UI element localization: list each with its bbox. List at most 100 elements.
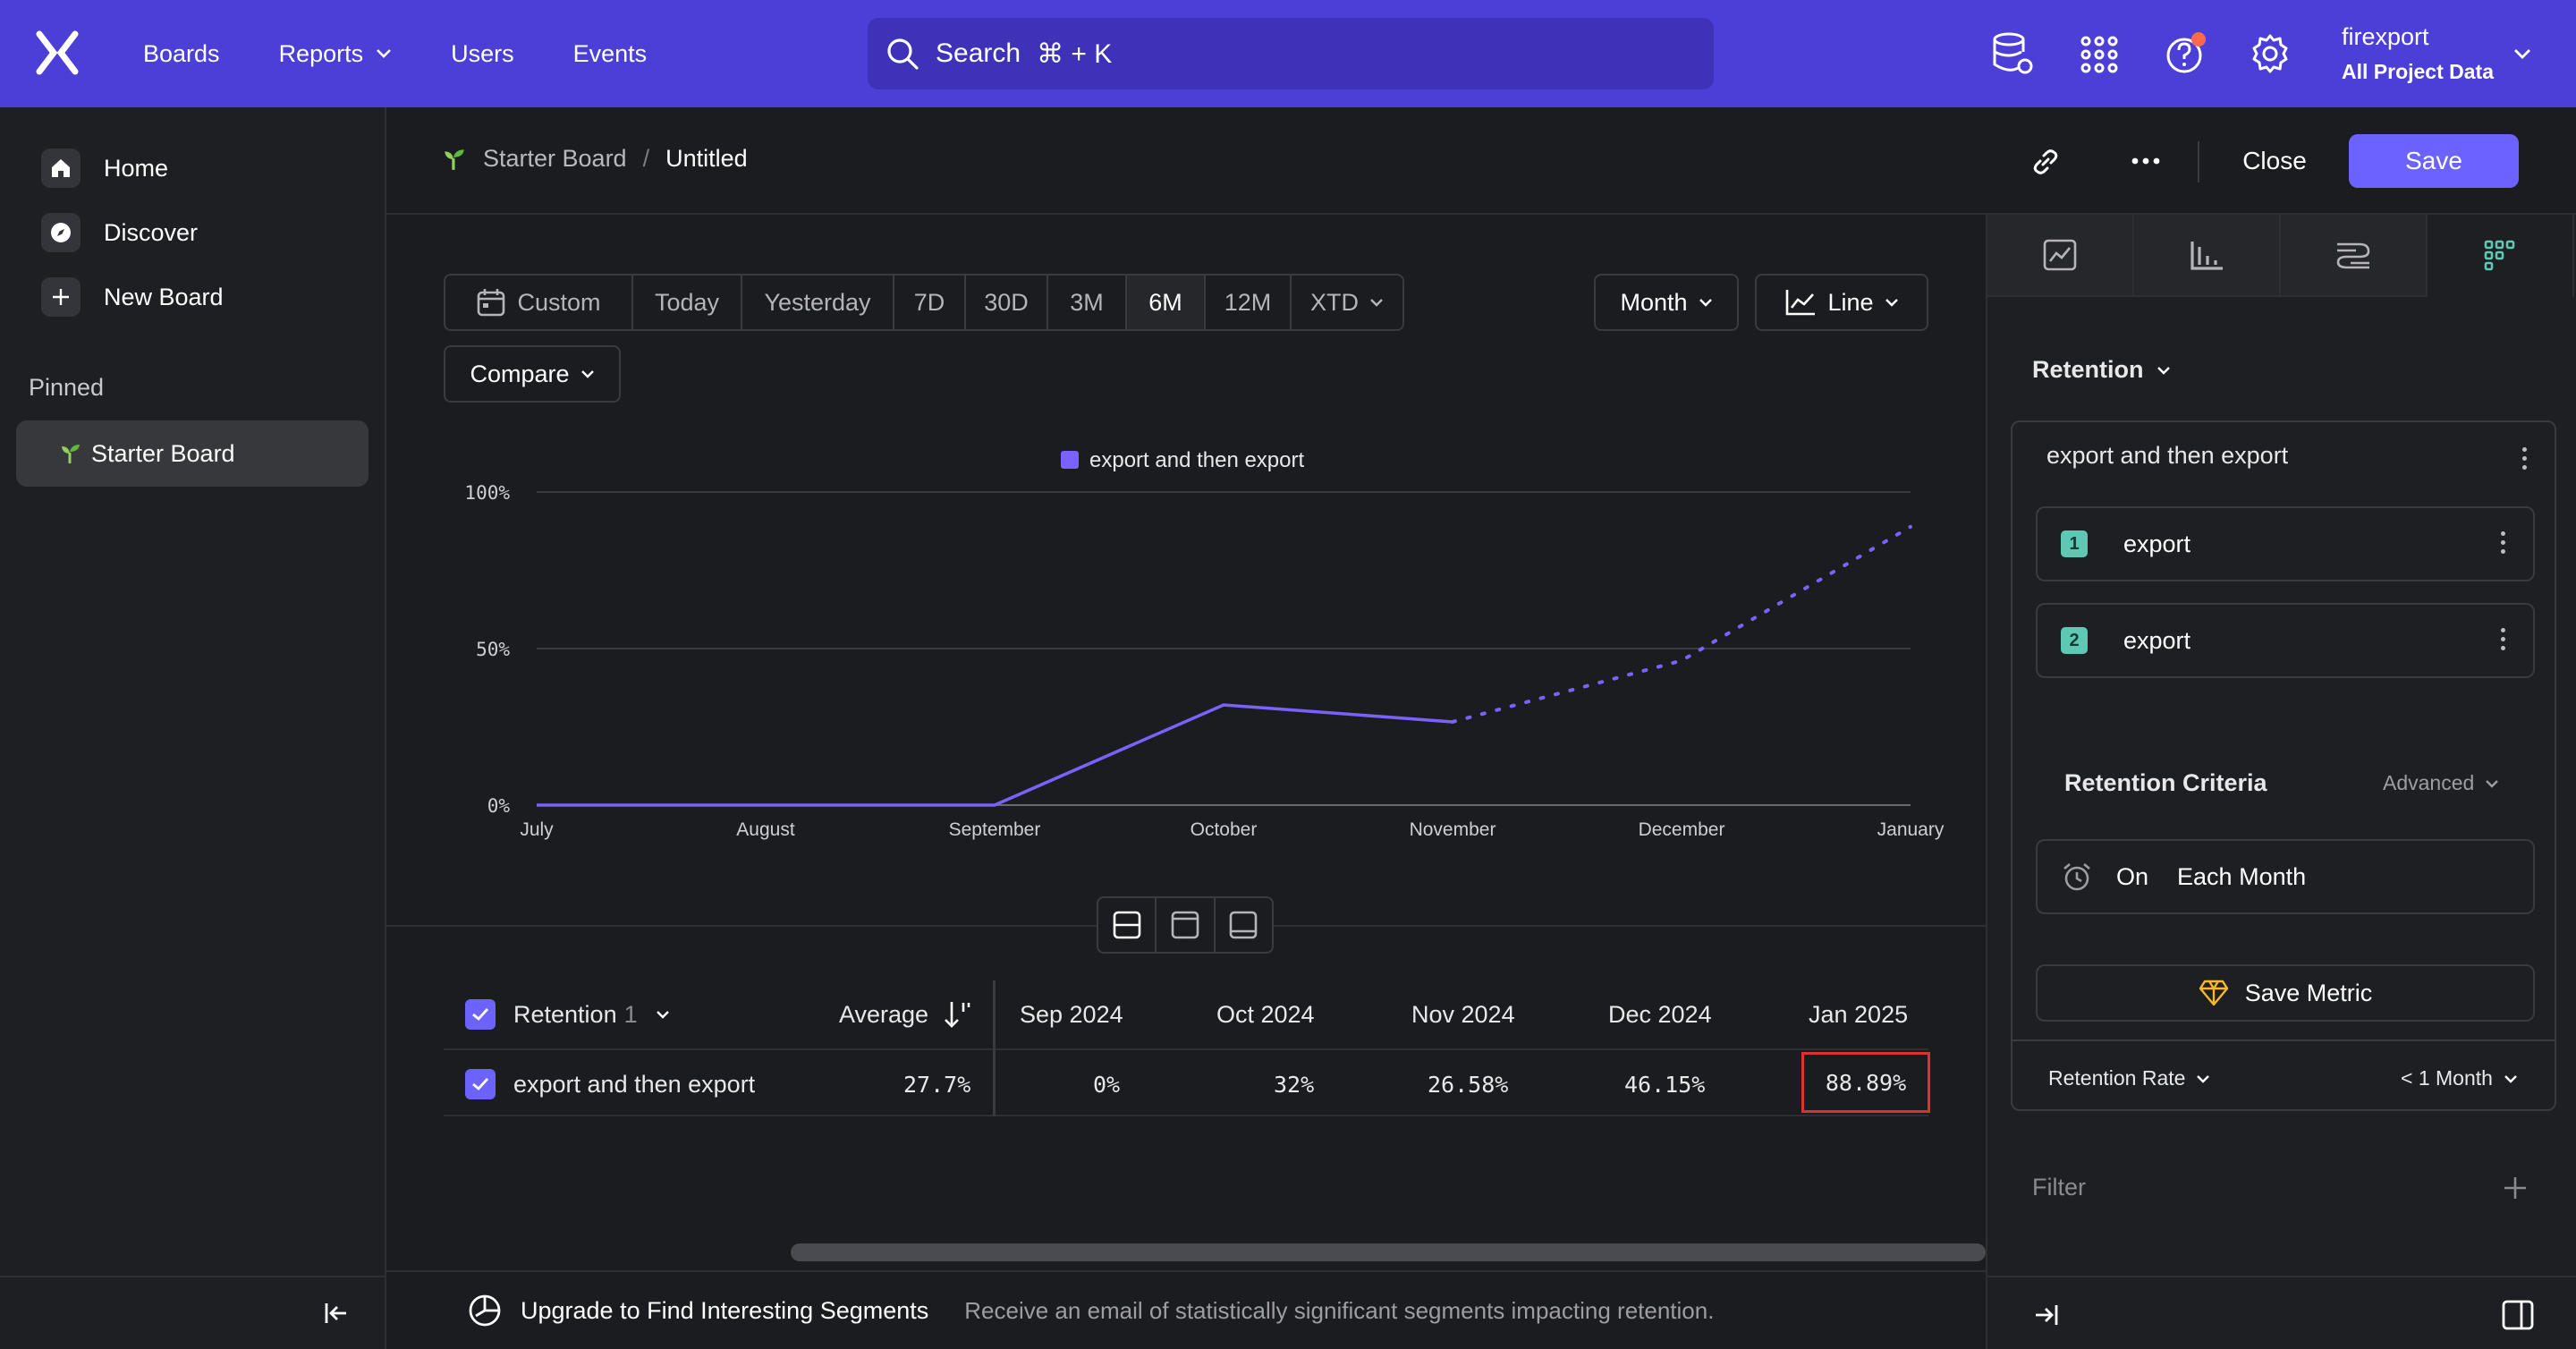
chevron-down-icon[interactable]: [2513, 48, 2531, 61]
app-logo-icon[interactable]: [36, 30, 79, 75]
sidebar-item-new-board[interactable]: New Board: [41, 277, 224, 317]
settings-gear-icon[interactable]: [2249, 30, 2292, 77]
toggle-panel-icon[interactable]: [2501, 1299, 2535, 1331]
horizontal-scrollbar[interactable]: [791, 1243, 1986, 1261]
sprout-icon: [62, 445, 80, 463]
search-icon: [887, 38, 919, 70]
range-yesterday[interactable]: Yesterday: [742, 276, 894, 329]
x-tick-label: August: [736, 819, 795, 840]
metric-name[interactable]: export and then export: [2046, 442, 2289, 469]
collapse-sidebar-icon[interactable]: [322, 1299, 351, 1328]
segments-icon: [469, 1294, 501, 1327]
retention-step-2[interactable]: 2 export: [2036, 603, 2535, 678]
report-type-label: Retention: [2032, 356, 2144, 383]
row-value-highlighted[interactable]: 88.89%: [1801, 1052, 1930, 1113]
checkbox-checked-icon[interactable]: [465, 1069, 496, 1099]
range-xtd-label: XTD: [1310, 288, 1359, 316]
range-custom[interactable]: Custom: [445, 276, 633, 329]
save-metric-button[interactable]: Save Metric: [2036, 964, 2535, 1022]
upgrade-description: Receive an email of statistically signif…: [964, 1296, 1715, 1324]
kebab-menu-icon[interactable]: [2501, 531, 2506, 558]
tab-insights[interactable]: [1987, 215, 2134, 297]
retention-step-1[interactable]: 1 export: [2036, 506, 2535, 581]
nav-users-label: Users: [451, 39, 514, 67]
expand-panel-icon[interactable]: [2032, 1301, 2061, 1329]
chart-type-dropdown[interactable]: Line: [1755, 274, 1928, 331]
interval-dropdown[interactable]: Month: [1594, 274, 1739, 331]
row-value: 0%: [1093, 1071, 1121, 1098]
checkbox-checked-icon[interactable]: [465, 999, 496, 1030]
range-3m[interactable]: 3M: [1048, 276, 1127, 329]
legend-swatch: [1061, 451, 1079, 469]
range-6m[interactable]: 6M: [1127, 276, 1206, 329]
report-title[interactable]: Untitled: [665, 145, 748, 172]
sidebar-item-home[interactable]: Home: [41, 148, 168, 188]
range-30d[interactable]: 30D: [966, 276, 1048, 329]
sidebar-item-label: Home: [104, 154, 169, 182]
table-header-metric[interactable]: Retention 1: [465, 980, 670, 1048]
range-12m[interactable]: 12M: [1206, 276, 1292, 329]
tab-flows[interactable]: [2281, 215, 2428, 297]
criteria-value: Each Month: [2177, 862, 2307, 890]
pinned-section-title: Pinned: [29, 374, 105, 401]
layout-table-only-button[interactable]: [1216, 898, 1272, 952]
row-series-label[interactable]: export and then export: [465, 1050, 755, 1118]
retention-rate-dropdown[interactable]: Retention Rate: [2048, 1066, 2210, 1090]
range-7d[interactable]: 7D: [894, 276, 966, 329]
chevron-down-icon: [2197, 1074, 2210, 1083]
link-icon[interactable]: [2030, 147, 2061, 177]
apps-grid-icon[interactable]: [2079, 30, 2120, 77]
x-tick-label: September: [949, 819, 1041, 840]
chevron-down-icon: [1885, 299, 1898, 307]
table-only-view-icon: [1230, 911, 1258, 939]
flows-icon: [2336, 242, 2370, 269]
tab-retention[interactable]: [2428, 215, 2574, 297]
table-header-row: Retention 1 Average Sep 2024 Oct 2024 No…: [444, 980, 1928, 1048]
table-header-col: Nov 2024: [1411, 1000, 1515, 1028]
step-event-label: export: [2123, 530, 2191, 557]
table-row[interactable]: export and then export 27.7% 0% 32% 26.5…: [444, 1048, 1930, 1118]
report-type-dropdown[interactable]: Retention: [2032, 356, 2171, 384]
kebab-menu-icon[interactable]: [2522, 447, 2528, 474]
database-settings-icon[interactable]: [1991, 30, 2034, 77]
compare-label: Compare: [470, 360, 570, 387]
nav-reports[interactable]: Reports: [279, 40, 393, 68]
layout-chart-only-button[interactable]: [1157, 898, 1216, 952]
layout-split-button[interactable]: [1098, 898, 1157, 952]
series-line-solid: [537, 703, 1453, 807]
compare-dropdown[interactable]: Compare: [444, 345, 621, 403]
row-value: 46.15%: [1624, 1071, 1706, 1098]
pinned-item-label: Starter Board: [91, 439, 235, 467]
help-icon[interactable]: [2165, 30, 2209, 77]
upgrade-link[interactable]: Upgrade to Find Interesting Segments: [521, 1296, 929, 1324]
retention-criteria-selector[interactable]: On Each Month: [2036, 839, 2535, 914]
header-metric-count: 1: [623, 1000, 638, 1028]
range-today[interactable]: Today: [633, 276, 742, 329]
save-button[interactable]: Save: [2349, 134, 2519, 188]
legend-label: export and then export: [1089, 448, 1304, 472]
sidebar-item-starter-board[interactable]: Starter Board: [16, 420, 369, 487]
nav-events[interactable]: Events: [573, 40, 648, 68]
chevron-down-icon: [656, 1011, 669, 1019]
sidebar-item-discover[interactable]: Discover: [41, 213, 198, 252]
search-input[interactable]: Search ⌘ + K: [868, 18, 1714, 89]
account-switcher[interactable]: firexport All Project Data: [2342, 23, 2494, 84]
header-divider: [2198, 141, 2199, 182]
retention-window-dropdown[interactable]: < 1 Month: [2401, 1066, 2518, 1090]
advanced-dropdown[interactable]: Advanced: [2383, 771, 2499, 795]
add-filter-icon[interactable]: [2503, 1175, 2528, 1201]
chevron-down-icon: [1370, 299, 1383, 307]
nav-boards[interactable]: Boards: [143, 40, 220, 68]
nav-users[interactable]: Users: [451, 40, 514, 68]
compass-icon: [41, 213, 80, 252]
close-button[interactable]: Close: [2242, 147, 2307, 174]
tab-funnels[interactable]: [2134, 215, 2281, 297]
insights-chart-icon: [2043, 239, 2077, 271]
range-xtd[interactable]: XTD: [1292, 276, 1402, 329]
table-header-average[interactable]: Average: [839, 980, 971, 1048]
more-options-icon[interactable]: [2131, 156, 2161, 166]
breadcrumb-board-link[interactable]: Starter Board: [483, 145, 627, 172]
kebab-menu-icon[interactable]: [2501, 628, 2506, 655]
chevron-down-icon: [1699, 299, 1712, 307]
table-column-divider: [993, 980, 996, 1116]
